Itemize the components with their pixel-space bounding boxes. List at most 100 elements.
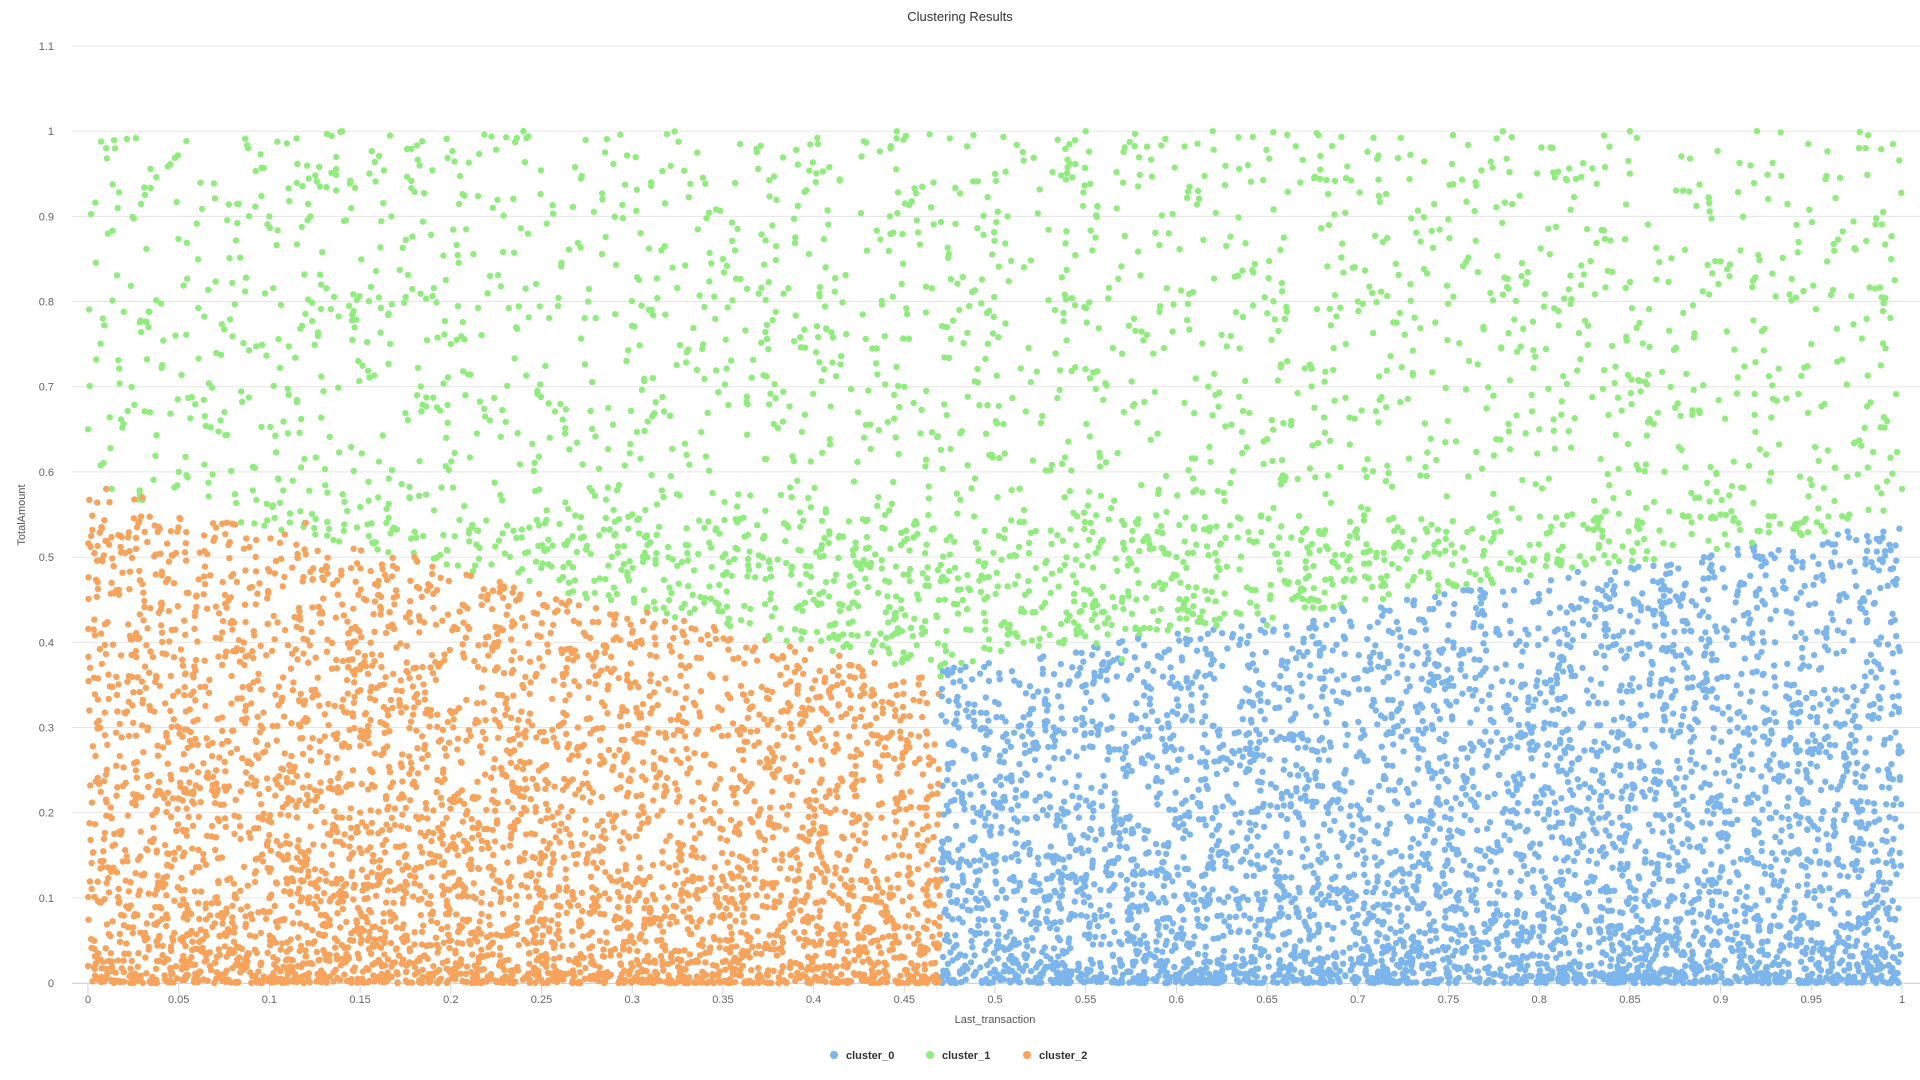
cluster_1-point xyxy=(645,245,653,252)
cluster_1-point xyxy=(585,285,593,293)
cluster_0-point xyxy=(1110,829,1118,836)
cluster_1-point xyxy=(963,606,971,613)
cluster_0-point xyxy=(1652,789,1660,796)
cluster_1-point xyxy=(1054,136,1061,143)
cluster_1-point xyxy=(875,589,882,597)
cluster_0-point xyxy=(1385,908,1392,915)
cluster_0-point xyxy=(1332,781,1339,788)
cluster_0-point xyxy=(1621,838,1628,846)
cluster_1-point xyxy=(762,328,769,336)
cluster_0-point xyxy=(1073,753,1080,760)
cluster_2-point xyxy=(515,731,522,738)
cluster_1-point xyxy=(1461,557,1469,564)
cluster_1-point xyxy=(989,251,996,258)
cluster_1-point xyxy=(874,502,881,510)
cluster_1-point xyxy=(1280,420,1287,427)
cluster_0-point xyxy=(1883,930,1890,937)
cluster_0-point xyxy=(1458,661,1465,668)
cluster_1-point xyxy=(683,349,690,356)
cluster_1-point xyxy=(226,255,233,262)
cluster_1-point xyxy=(1433,456,1440,464)
cluster_0-point xyxy=(1700,554,1708,561)
cluster_1-point xyxy=(1019,148,1026,156)
cluster_1-point xyxy=(1376,198,1384,205)
cluster_2-point xyxy=(270,612,277,620)
cluster_1-point xyxy=(595,465,603,472)
cluster_1-point xyxy=(1369,289,1376,297)
cluster_0-point xyxy=(1558,795,1565,802)
cluster_1-point xyxy=(543,220,550,227)
cluster_1-point xyxy=(1242,240,1249,247)
cluster_1-point xyxy=(605,404,612,412)
cluster_1-point xyxy=(1427,435,1434,442)
cluster_1-point xyxy=(1863,403,1871,410)
cluster_0-point xyxy=(1023,943,1031,950)
cluster_1-point xyxy=(789,453,796,460)
cluster_2-point xyxy=(550,677,558,684)
cluster_1-point xyxy=(328,132,335,140)
cluster_1-point xyxy=(335,313,342,320)
cluster_0-point xyxy=(1745,731,1753,738)
cluster_1-point xyxy=(703,215,710,222)
cluster_2-point xyxy=(406,724,413,732)
cluster_1-point xyxy=(763,335,771,343)
cluster_1-point xyxy=(1767,469,1775,476)
cluster_1-point xyxy=(862,421,870,428)
cluster_1-point xyxy=(1642,461,1650,468)
cluster_0-point xyxy=(1292,654,1300,662)
cluster_1-point xyxy=(383,505,390,513)
cluster_1-point xyxy=(1383,404,1390,411)
cluster_0-point xyxy=(1853,819,1860,826)
cluster_0-point xyxy=(1097,906,1104,914)
cluster_2-point xyxy=(875,801,883,809)
cluster_1-point xyxy=(1489,297,1497,304)
cluster_1-point xyxy=(813,549,820,556)
cluster_0-point xyxy=(1057,681,1064,688)
cluster_0-point xyxy=(1880,528,1887,535)
cluster_0-point xyxy=(1862,561,1869,568)
cluster_0-point xyxy=(1698,559,1706,566)
cluster_1-point xyxy=(1083,420,1090,428)
x-tick-label: 0.1 xyxy=(262,994,277,1006)
cluster_0-point xyxy=(1360,847,1367,854)
cluster_2-point xyxy=(672,862,679,869)
cluster_0-point xyxy=(1238,809,1245,817)
cluster_1-point xyxy=(813,170,820,177)
cluster_1-point xyxy=(1706,498,1713,505)
cluster_2-point xyxy=(214,815,221,822)
cluster_1-point xyxy=(1706,208,1713,215)
cluster_1-point xyxy=(652,399,659,406)
cluster_1-point xyxy=(1798,372,1805,380)
cluster_1-point xyxy=(1086,375,1094,382)
cluster_1-point xyxy=(272,432,279,439)
cluster_1-point xyxy=(231,301,238,308)
cluster_1-point xyxy=(1646,343,1653,350)
cluster_1-point xyxy=(1827,291,1835,299)
cluster_1-point xyxy=(898,280,905,288)
cluster_0-point xyxy=(1086,802,1093,810)
cluster_1-point xyxy=(569,203,577,211)
cluster_0-point xyxy=(1209,815,1216,822)
cluster_1-point xyxy=(1284,188,1291,195)
cluster_1-point xyxy=(1247,178,1255,185)
cluster_1-point xyxy=(339,491,346,498)
cluster_0-point xyxy=(1820,577,1827,584)
cluster_1-point xyxy=(664,543,672,551)
cluster_1-point xyxy=(1587,257,1594,265)
cluster_1-point xyxy=(610,584,618,591)
cluster_1-point xyxy=(225,201,232,208)
cluster_0-point xyxy=(951,720,958,727)
cluster_1-point xyxy=(912,190,920,197)
cluster_1-point xyxy=(1695,494,1703,501)
cluster_1-point xyxy=(846,582,853,589)
cluster_1-point xyxy=(865,387,872,394)
cluster_1-point xyxy=(427,231,435,239)
cluster_1-point xyxy=(577,244,584,251)
cluster_0-point xyxy=(1636,684,1643,691)
cluster_1-point xyxy=(1873,215,1880,222)
cluster_0-point xyxy=(1503,780,1511,787)
cluster_1-point xyxy=(641,375,648,383)
cluster_2-point xyxy=(579,794,586,801)
cluster_1-point xyxy=(1392,260,1400,267)
cluster_1-point xyxy=(1383,367,1391,374)
